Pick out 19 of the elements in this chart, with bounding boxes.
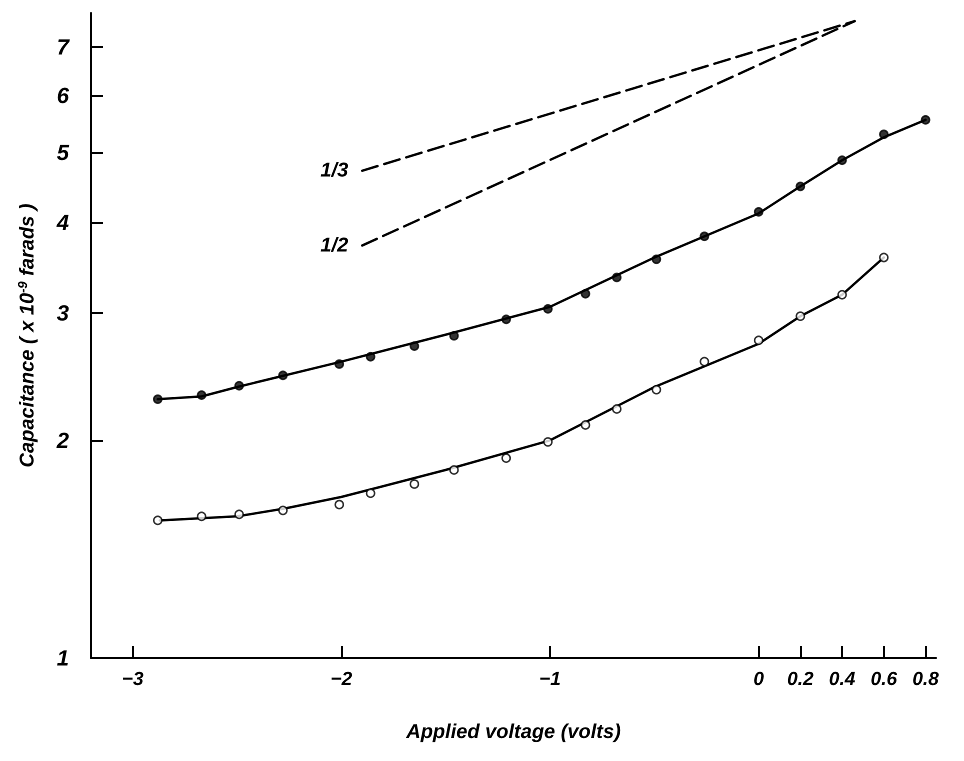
- y-tick-label: 3: [56, 300, 69, 326]
- x-tick-label: 0.8: [912, 669, 940, 690]
- x-tick-label: 0.4: [828, 669, 856, 690]
- x-tick-label: −1: [539, 669, 561, 690]
- y-tick-label: 4: [56, 210, 69, 236]
- y-axis-title: Capacitance ( x 10-9 farads ): [15, 203, 38, 468]
- x-tick-label: 0.2: [787, 669, 814, 690]
- y-tick-label: 5: [56, 140, 70, 166]
- x-tick-label: 0.6: [870, 669, 898, 690]
- x-tick-label: 0: [753, 669, 764, 690]
- y-tick-label: 7: [56, 34, 71, 60]
- x-axis-title: Applied voltage (volts): [405, 721, 622, 743]
- y-tick-label: 1: [56, 646, 69, 670]
- y-tick-label: 2: [56, 428, 70, 453]
- series-label: 1/3: [320, 160, 348, 182]
- y-tick-label: 6: [56, 82, 70, 108]
- series-label: 1/2: [320, 234, 348, 256]
- x-tick-label: −3: [122, 669, 144, 690]
- x-tick-label: −2: [330, 669, 353, 690]
